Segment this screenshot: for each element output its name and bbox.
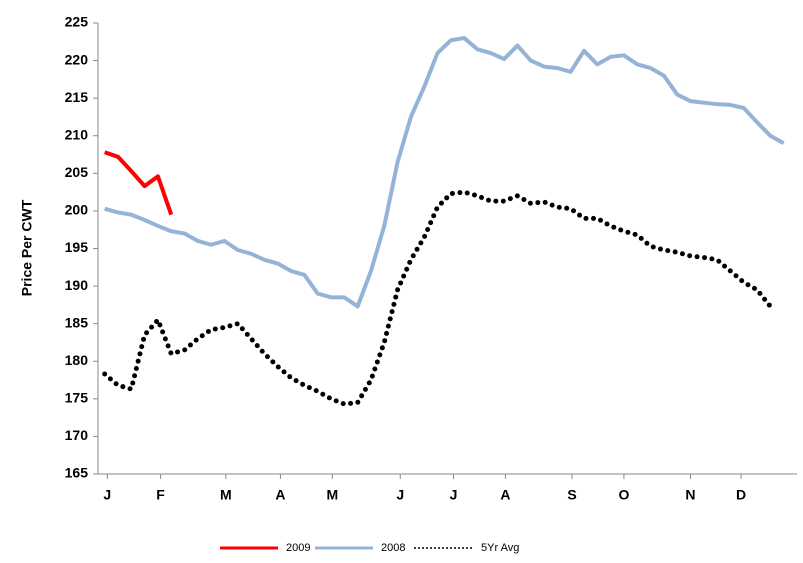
y-axis-label: Price Per CWT bbox=[19, 199, 35, 296]
y-tick-label: 210 bbox=[65, 126, 89, 142]
x-tick-label: A bbox=[500, 487, 510, 503]
y-tick-label: 185 bbox=[65, 314, 89, 330]
y-tick-label: 220 bbox=[65, 51, 89, 67]
y-tick-label: 190 bbox=[65, 277, 89, 293]
series-line bbox=[104, 150, 174, 216]
x-tick-label: S bbox=[567, 487, 576, 503]
y-tick-label: 215 bbox=[65, 89, 89, 105]
series-line bbox=[104, 36, 785, 309]
x-tick-label: J bbox=[103, 487, 111, 503]
x-tick-label: F bbox=[156, 487, 165, 503]
x-tick-label: J bbox=[450, 487, 458, 503]
x-tick-label: N bbox=[685, 487, 695, 503]
legend-label: 5Yr Avg bbox=[481, 542, 519, 554]
legend-label: 2009 bbox=[286, 542, 310, 554]
x-tick-label: A bbox=[275, 487, 285, 503]
y-tick-label: 200 bbox=[65, 202, 89, 218]
x-tick-label: D bbox=[736, 487, 746, 503]
y-tick-label: 205 bbox=[65, 164, 89, 180]
series-line bbox=[102, 189, 773, 407]
x-tick-label: M bbox=[220, 487, 232, 503]
y-tick-label: 165 bbox=[65, 465, 89, 481]
x-tick-label: J bbox=[396, 487, 404, 503]
y-tick-label: 170 bbox=[65, 427, 89, 443]
y-tick-label: 225 bbox=[65, 14, 89, 30]
y-tick-label: 175 bbox=[65, 390, 89, 406]
legend-label: 2008 bbox=[381, 542, 405, 554]
y-tick-label: 180 bbox=[65, 352, 89, 368]
x-tick-label: O bbox=[618, 487, 629, 503]
x-tick-label: M bbox=[326, 487, 338, 503]
y-tick-label: 195 bbox=[65, 239, 89, 255]
